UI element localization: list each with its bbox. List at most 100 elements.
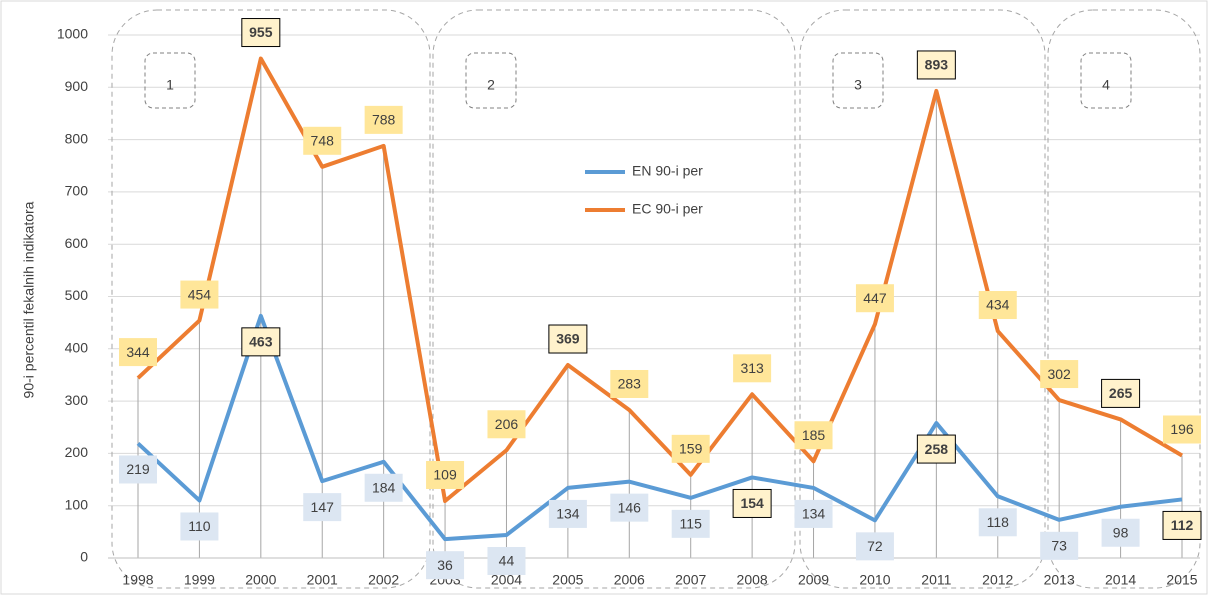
data-label-box-emphasized	[916, 434, 956, 464]
data-label-box	[671, 434, 710, 463]
data-label-box	[487, 410, 526, 439]
data-label: 434	[986, 297, 1010, 313]
data-label: 313	[740, 360, 764, 376]
data-label: 118	[987, 514, 1010, 530]
data-label: 893	[925, 57, 949, 73]
data-label: 184	[372, 479, 396, 495]
data-label-box	[1101, 518, 1140, 547]
data-label: 196	[1170, 421, 1194, 437]
data-label-box	[1040, 360, 1079, 389]
data-label-box	[119, 455, 157, 484]
data-label: 98	[1113, 524, 1129, 540]
data-label-box	[364, 105, 403, 134]
data-label-box	[978, 508, 1017, 537]
y-tick-label: 1000	[57, 26, 88, 42]
y-tick-label: 600	[65, 235, 89, 251]
data-label: 219	[126, 461, 150, 477]
data-label-box	[426, 460, 465, 489]
region-label: 1	[166, 77, 174, 93]
x-tick-label: 1999	[184, 572, 215, 588]
y-tick-label: 700	[65, 183, 89, 199]
data-label: 283	[618, 376, 642, 392]
y-tick-label: 500	[65, 287, 89, 303]
region-box	[432, 9, 796, 589]
data-label: 206	[495, 416, 519, 432]
x-tick-label: 1998	[122, 572, 153, 588]
series-line	[136, 313, 1183, 542]
data-label: 258	[925, 441, 949, 457]
region-label: 3	[854, 77, 862, 93]
region-box	[111, 9, 431, 589]
region-label-box	[144, 52, 196, 109]
data-label-box	[548, 499, 587, 528]
data-label-box	[487, 546, 526, 575]
data-label: 110	[188, 518, 211, 534]
data-label: 36	[437, 557, 453, 573]
data-label-box-emphasized	[241, 327, 281, 357]
x-tick-label: 2007	[675, 572, 706, 588]
data-label: 134	[802, 506, 826, 522]
x-tick-label: 2015	[1166, 572, 1197, 588]
x-tick-label: 2011	[921, 572, 951, 588]
data-label: 955	[249, 24, 273, 40]
data-label: 154	[740, 495, 764, 511]
data-label: 44	[499, 553, 515, 569]
data-label: 788	[372, 112, 396, 128]
data-label-box	[1040, 531, 1079, 560]
legend-label: EC 90-i per	[632, 201, 703, 217]
data-label-box-emphasized	[1101, 378, 1141, 408]
legend-label: EN 90-i per	[632, 163, 703, 179]
data-label-box	[303, 493, 342, 522]
data-label-box	[180, 280, 219, 309]
data-label: 302	[1047, 366, 1071, 382]
region-label-box	[465, 52, 517, 109]
data-label: 447	[863, 290, 887, 306]
data-label: 112	[1171, 517, 1194, 533]
region-label-box	[832, 52, 884, 109]
region-box	[1047, 9, 1201, 589]
data-label: 454	[188, 286, 212, 302]
data-label: 134	[556, 506, 580, 522]
data-label-box-emphasized	[732, 488, 772, 518]
data-label-box-emphasized	[548, 324, 588, 354]
data-label: 159	[679, 441, 703, 457]
data-label-box	[855, 284, 894, 313]
region-label: 4	[1102, 77, 1110, 93]
region-label-box	[1080, 52, 1132, 109]
data-label-box	[671, 509, 710, 538]
data-label: 265	[1109, 385, 1133, 401]
data-label: 73	[1051, 538, 1067, 554]
data-label: 369	[556, 331, 580, 347]
y-tick-label: 400	[65, 340, 89, 356]
data-label: 72	[867, 538, 883, 554]
x-tick-label: 2004	[491, 572, 522, 588]
x-tick-label: 2009	[798, 572, 829, 588]
data-label: 109	[433, 467, 457, 483]
x-tick-label: 2013	[1044, 572, 1075, 588]
x-tick-label: 2001	[307, 572, 338, 588]
data-label-box-emphasized	[241, 18, 281, 48]
x-tick-label: 2006	[614, 572, 645, 588]
y-axis-label: 90-i percentil fekalnih indikatora	[21, 201, 37, 398]
data-label-box	[794, 421, 833, 450]
data-label-box	[303, 126, 342, 155]
x-tick-label: 2010	[859, 572, 890, 588]
data-label-box	[1163, 415, 1201, 444]
y-tick-label: 800	[65, 130, 89, 146]
data-label-box	[364, 473, 403, 502]
x-tick-label: 2008	[737, 572, 768, 588]
y-tick-label: 200	[65, 444, 89, 460]
data-label-box-emphasized	[1162, 510, 1202, 540]
data-label-box	[855, 532, 894, 561]
x-tick-label: 2012	[982, 572, 1013, 588]
data-label: 115	[680, 516, 703, 532]
data-label: 185	[802, 427, 826, 443]
data-label-box	[978, 291, 1017, 320]
data-label-box	[733, 354, 772, 383]
y-tick-label: 900	[65, 78, 89, 94]
data-label: 748	[311, 132, 335, 148]
x-tick-label: 2000	[245, 572, 276, 588]
data-label-box	[610, 369, 649, 398]
data-label-box	[119, 338, 157, 367]
data-label-box	[180, 512, 219, 541]
